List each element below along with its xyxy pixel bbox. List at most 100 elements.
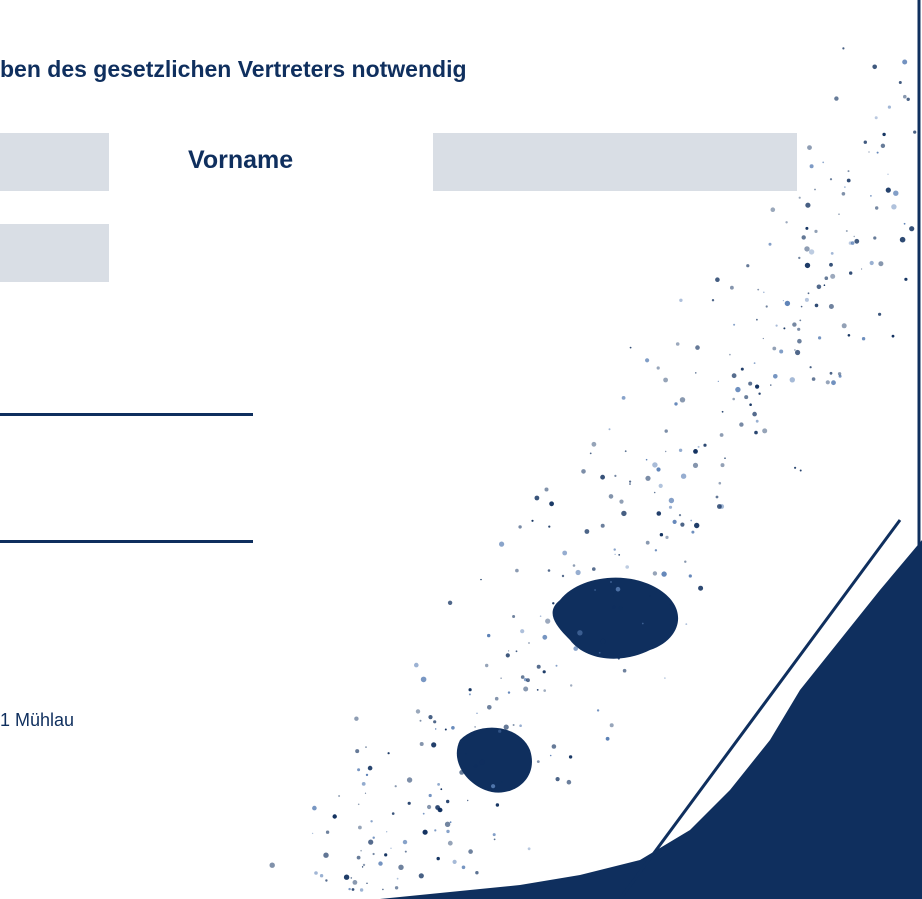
speckle — [395, 785, 397, 787]
speckle — [663, 378, 668, 383]
speckle — [846, 230, 848, 232]
speckle — [676, 342, 680, 346]
speckle — [622, 396, 626, 400]
speckle — [694, 523, 699, 528]
speckle — [362, 866, 363, 867]
speckle — [654, 492, 656, 494]
speckle — [518, 525, 521, 528]
speckle — [830, 274, 835, 279]
speckle — [785, 301, 790, 306]
speckle — [689, 574, 692, 577]
speckle — [762, 428, 767, 433]
speckle — [618, 658, 620, 660]
speckle — [822, 162, 824, 164]
speckle — [612, 595, 614, 597]
speckle — [872, 65, 877, 70]
speckle — [665, 536, 668, 539]
speckle — [849, 271, 852, 274]
speckle — [540, 615, 542, 617]
splatter-blob — [457, 728, 532, 793]
speckle — [899, 81, 902, 84]
speckle — [680, 523, 684, 527]
speckle — [685, 623, 687, 625]
speckle — [348, 888, 350, 890]
speckle — [805, 227, 808, 230]
speckle — [679, 449, 682, 452]
speckle — [601, 524, 605, 528]
speckle — [809, 249, 814, 254]
speckle — [735, 387, 740, 392]
speckle — [382, 889, 384, 891]
speckle — [656, 467, 660, 471]
speckle — [437, 783, 440, 786]
speckle — [770, 384, 771, 385]
speckle — [366, 883, 367, 884]
speckle — [754, 431, 758, 435]
speckle — [570, 684, 572, 686]
speckle — [537, 665, 541, 669]
speckle — [573, 646, 578, 651]
speckle — [552, 602, 554, 604]
speckle — [733, 324, 735, 326]
speckle — [515, 569, 519, 573]
speckle — [878, 261, 883, 266]
speckle — [618, 554, 620, 556]
speckle — [891, 204, 896, 209]
speckle — [797, 328, 800, 331]
speckle — [360, 850, 362, 852]
speckle — [549, 501, 554, 506]
speckle — [800, 470, 802, 472]
speckle — [829, 263, 833, 267]
speckle — [772, 347, 776, 351]
speckle — [730, 286, 734, 290]
speckle — [861, 268, 862, 269]
speckle — [848, 170, 850, 172]
speckle — [814, 189, 816, 191]
speckle — [548, 569, 551, 572]
speckle — [616, 587, 621, 592]
speckle — [903, 95, 907, 99]
speckle — [373, 837, 375, 839]
speckle — [810, 366, 812, 368]
speckle — [465, 753, 467, 755]
speckle — [440, 788, 442, 790]
speckle — [716, 496, 719, 499]
speckle — [695, 345, 700, 350]
speckle — [599, 652, 601, 654]
text-input[interactable] — [433, 133, 797, 191]
speckle — [797, 339, 802, 344]
speckle — [590, 589, 591, 590]
speckle — [378, 861, 382, 865]
text-input[interactable] — [0, 224, 109, 282]
speckle — [506, 653, 510, 657]
speckle — [543, 689, 546, 692]
speckle — [528, 642, 529, 643]
speckle — [365, 746, 367, 748]
speckle — [498, 730, 501, 733]
text-input[interactable] — [0, 133, 109, 191]
speckle — [320, 874, 323, 877]
speckle — [698, 586, 703, 591]
speckle — [545, 619, 550, 624]
speckle — [513, 724, 515, 726]
speckle — [715, 277, 720, 282]
speckle — [386, 831, 387, 832]
speckle — [548, 526, 550, 528]
speckle — [812, 377, 816, 381]
field-label: Vorname — [188, 146, 293, 175]
speckle — [453, 860, 457, 864]
speckle — [790, 377, 795, 382]
speckle — [573, 564, 576, 567]
speckle — [842, 192, 846, 196]
speckle — [720, 433, 724, 437]
speckle — [645, 476, 650, 481]
speckle — [719, 482, 722, 485]
speckle — [614, 548, 616, 550]
speckle — [480, 579, 481, 580]
speckle — [448, 601, 452, 605]
speckle — [904, 223, 906, 225]
speckle — [674, 402, 677, 405]
speckle — [556, 777, 560, 781]
speckle — [390, 848, 391, 849]
speckle — [744, 395, 748, 399]
